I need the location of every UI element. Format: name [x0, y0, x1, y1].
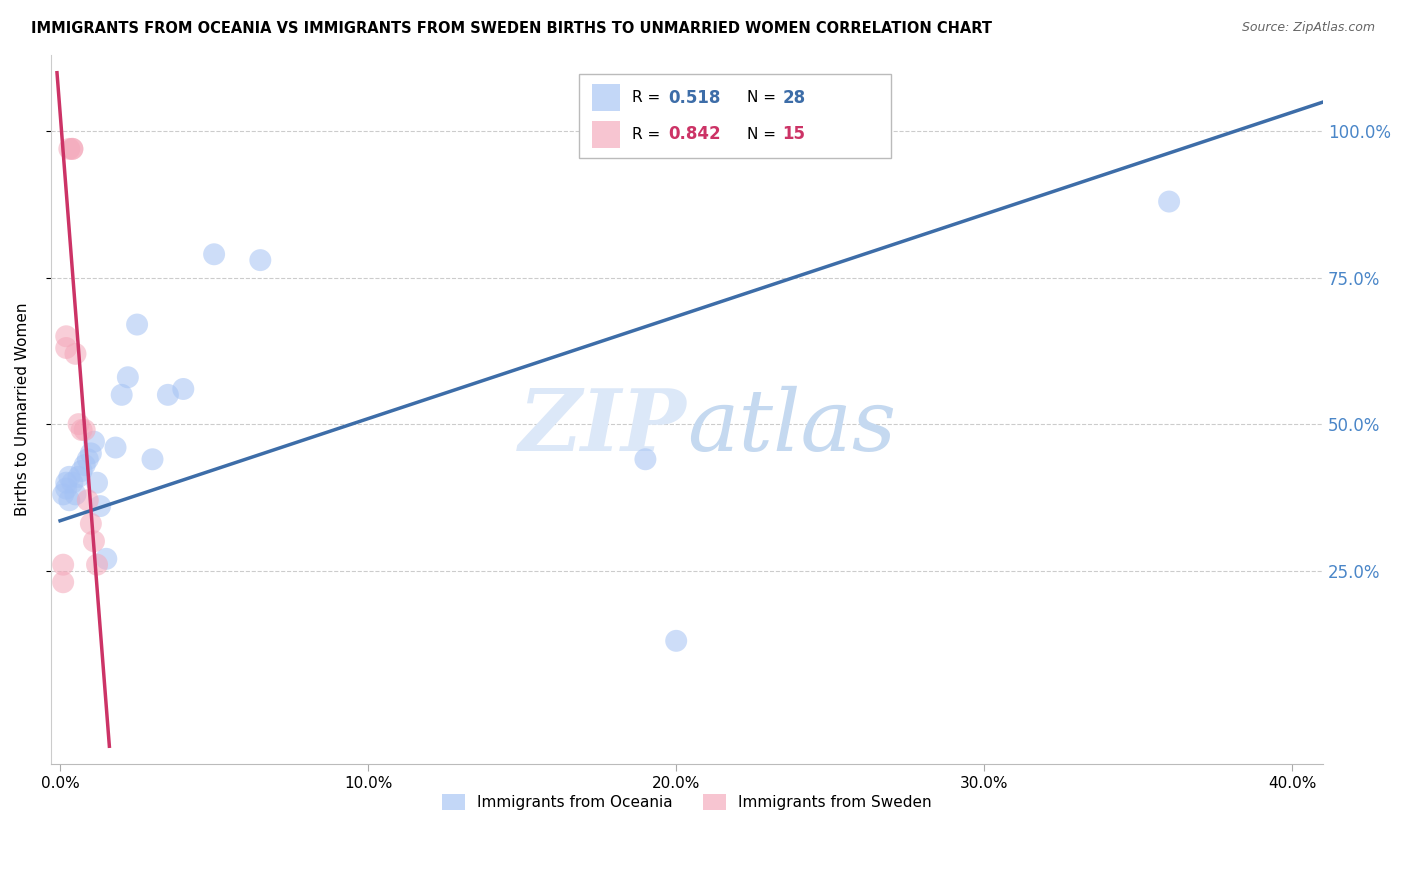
- Point: [1159, 194, 1181, 209]
- Point: [83, 534, 105, 549]
- FancyBboxPatch shape: [592, 84, 620, 112]
- Point: [634, 452, 657, 467]
- Point: [89, 499, 111, 513]
- Point: [76, 452, 98, 467]
- Point: [60, 142, 83, 156]
- Point: [111, 388, 134, 402]
- Point: [127, 318, 149, 332]
- Text: ZIP: ZIP: [519, 385, 688, 469]
- Text: 15: 15: [782, 126, 806, 144]
- Text: IMMIGRANTS FROM OCEANIA VS IMMIGRANTS FROM SWEDEN BIRTHS TO UNMARRIED WOMEN CORR: IMMIGRANTS FROM OCEANIA VS IMMIGRANTS FR…: [31, 21, 991, 36]
- Point: [172, 382, 194, 396]
- Text: Source: ZipAtlas.com: Source: ZipAtlas.com: [1241, 21, 1375, 34]
- Point: [58, 493, 80, 508]
- Point: [65, 487, 87, 501]
- Point: [55, 341, 77, 355]
- Point: [65, 347, 87, 361]
- Point: [117, 370, 139, 384]
- Point: [52, 575, 75, 590]
- Legend: Immigrants from Oceania, Immigrants from Sweden: Immigrants from Oceania, Immigrants from…: [436, 789, 938, 816]
- Y-axis label: Births to Unmarried Women: Births to Unmarried Women: [15, 302, 30, 516]
- Point: [55, 482, 77, 496]
- Point: [67, 417, 90, 431]
- Point: [58, 142, 80, 156]
- Text: 28: 28: [782, 88, 806, 107]
- Point: [104, 441, 127, 455]
- Point: [86, 475, 108, 490]
- Point: [70, 423, 93, 437]
- Text: N =: N =: [747, 127, 780, 142]
- Point: [96, 551, 118, 566]
- Point: [73, 458, 96, 472]
- Point: [76, 493, 98, 508]
- Point: [52, 558, 75, 572]
- Point: [70, 464, 93, 478]
- Point: [60, 475, 83, 490]
- FancyBboxPatch shape: [579, 74, 890, 158]
- Point: [249, 253, 271, 268]
- Point: [73, 423, 96, 437]
- Text: R =: R =: [633, 127, 665, 142]
- Point: [665, 633, 688, 648]
- Text: N =: N =: [747, 90, 780, 105]
- Text: R =: R =: [633, 90, 665, 105]
- Point: [67, 470, 90, 484]
- Point: [141, 452, 163, 467]
- Point: [202, 247, 225, 261]
- Point: [80, 446, 103, 460]
- Point: [156, 388, 179, 402]
- FancyBboxPatch shape: [592, 121, 620, 148]
- Point: [58, 470, 80, 484]
- Point: [86, 558, 108, 572]
- Point: [55, 475, 77, 490]
- Point: [52, 487, 75, 501]
- Text: 0.842: 0.842: [668, 126, 720, 144]
- Point: [83, 434, 105, 449]
- Point: [55, 329, 77, 343]
- Text: 0.518: 0.518: [668, 88, 720, 107]
- Point: [80, 516, 103, 531]
- Point: [60, 142, 83, 156]
- Text: atlas: atlas: [688, 386, 896, 468]
